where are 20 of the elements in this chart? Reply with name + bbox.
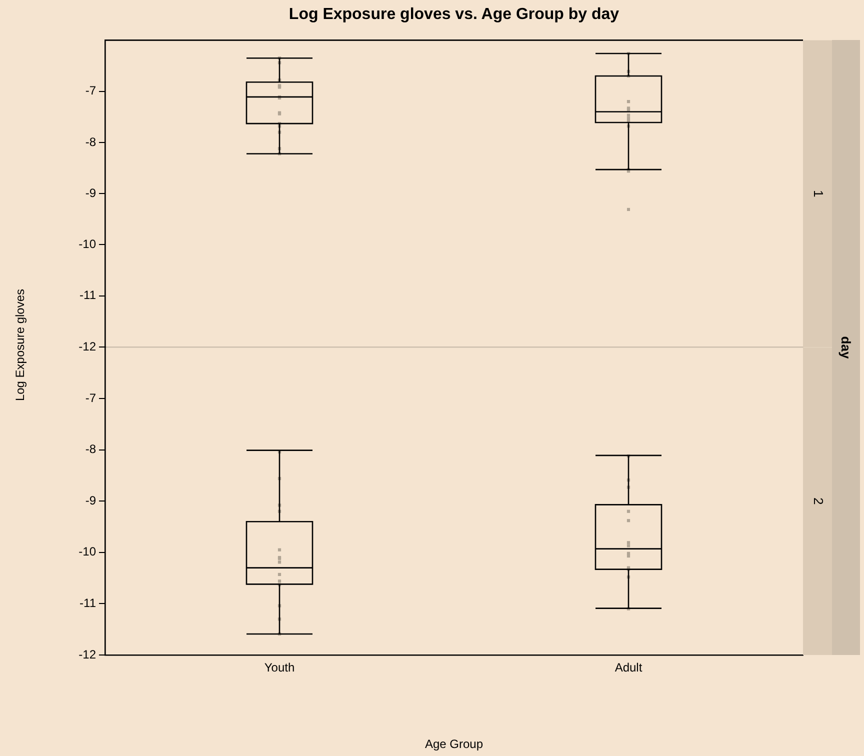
y-tick-label: -12 xyxy=(78,647,96,662)
y-tick-label: -10 xyxy=(78,544,96,559)
y-axis-title: Log Exposure gloves xyxy=(13,288,27,404)
y-tick-label: -9 xyxy=(85,493,96,508)
text: 1 xyxy=(810,190,826,198)
x-tick-label: Adult xyxy=(614,660,643,675)
y-tick-label: -8 xyxy=(85,134,96,149)
x-tick-label: Youth xyxy=(264,660,295,675)
y-tick-label: -11 xyxy=(80,288,96,302)
y-tick-label: -9 xyxy=(85,186,96,200)
y-tick-label: -12 xyxy=(78,339,96,354)
y-tick-label: -11 xyxy=(80,596,96,610)
y-tick-label: -7 xyxy=(85,84,96,98)
y-tick-label: -7 xyxy=(85,390,96,405)
y-tick-label: -8 xyxy=(85,442,96,456)
text: day xyxy=(838,336,854,359)
chart-title: Log Exposure gloves vs. Age Group by day xyxy=(288,6,620,24)
y-tick-label: -10 xyxy=(78,237,96,252)
x-axis-title: Age Group xyxy=(424,737,484,751)
text: 2 xyxy=(810,497,826,505)
